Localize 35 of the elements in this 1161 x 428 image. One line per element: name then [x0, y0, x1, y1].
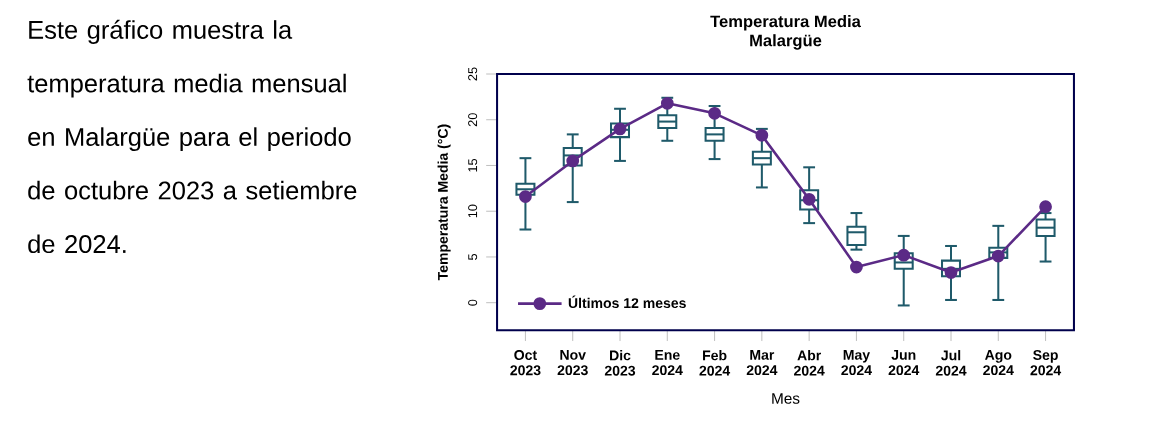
point	[897, 248, 911, 262]
chart-subtitle: Malargüe	[750, 34, 822, 50]
y-tick-label: 0	[468, 299, 478, 306]
y-tick-label: 5	[468, 253, 478, 260]
text: Este gráfico muestra la temperatura media mensual en Malargüe para el periodo de octubre 2023 a setiembre de 2024.	[27, 19, 357, 254]
y-tick-label: 15	[468, 158, 478, 172]
x-tick-label: Feb 2024	[699, 350, 731, 376]
x-tick-label: Oct 2023	[510, 349, 541, 376]
x-tick-label: Jun 2024	[888, 350, 920, 376]
x-tick-label: Ago 2024	[983, 350, 1014, 376]
point	[944, 266, 958, 279]
x-tick-label: Ene 2024	[652, 350, 683, 376]
x-tick-label: Jul 2024	[935, 350, 967, 376]
x-tick-label: May 2024	[841, 350, 872, 376]
x-tick-label: Nov 2023	[557, 350, 588, 376]
point	[802, 192, 816, 206]
x-tick-label: Mar 2024	[746, 350, 778, 376]
x-axis-title: Mes	[772, 393, 800, 404]
y-tick-label: 25	[468, 67, 478, 81]
chart-title: Temperatura Media	[710, 15, 861, 31]
point	[708, 106, 721, 120]
x-tick-label: Abr 2024	[794, 350, 825, 376]
y-tick-label: 10	[468, 204, 478, 218]
point	[850, 260, 863, 274]
legend-label: Últimos 12 meses	[568, 295, 686, 308]
point	[1039, 200, 1052, 213]
x-tick-label: Dic 2023	[604, 350, 636, 376]
point	[660, 96, 674, 110]
point	[755, 128, 769, 142]
point	[519, 190, 532, 203]
y-axis-title: Temperatura Media (°C)	[437, 124, 451, 281]
point	[566, 154, 580, 168]
y-tick-label: 20	[468, 113, 478, 127]
x-tick-label: Sep 2024	[1030, 349, 1062, 376]
point	[991, 249, 1005, 263]
